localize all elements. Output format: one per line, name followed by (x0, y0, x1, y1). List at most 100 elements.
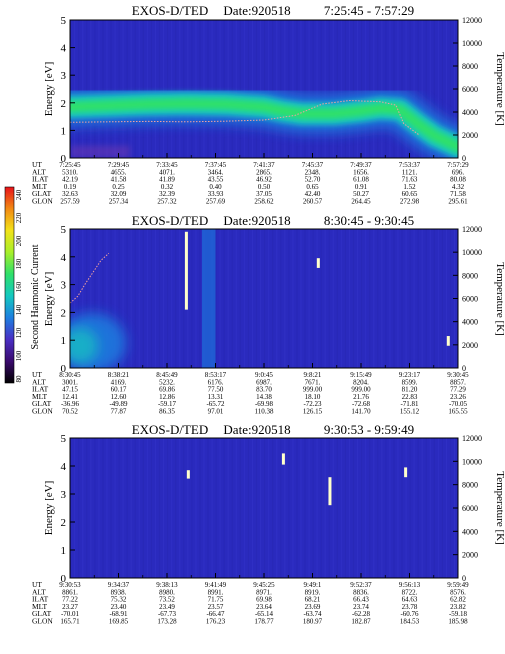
table-cell: 0.32 (161, 183, 174, 191)
texture-streak (158, 229, 161, 368)
y-right-tick-label: 10000 (462, 248, 482, 257)
texture-streak (361, 229, 363, 368)
texture-streak (239, 229, 241, 368)
texture-streak (409, 229, 411, 368)
texture-streak (369, 438, 371, 578)
texture-streak (102, 229, 104, 368)
row-label: GLON (32, 617, 53, 626)
texture-streak (292, 438, 294, 578)
texture-streak (385, 438, 387, 578)
table-cell: 8722. (402, 588, 418, 596)
texture-streak (437, 438, 439, 578)
table-cell: 295.61 (448, 198, 468, 206)
table-cell: -59.17 (158, 400, 177, 408)
table-cell: 257.69 (206, 198, 226, 206)
texture-streak (425, 229, 427, 368)
texture-streak (393, 438, 395, 578)
table-cell: 7:41:37 (253, 161, 275, 169)
table-cell: 60.17 (111, 386, 127, 394)
texture-streak (328, 438, 330, 578)
panel-3-date: Date:920518 (223, 422, 290, 437)
colorbar-scale (4, 186, 15, 384)
y-right-tick-label: 0 (462, 154, 466, 163)
panel-2-time-range: 8:30:45 - 9:30:45 (324, 213, 414, 228)
table-cell: 69.86 (159, 386, 175, 394)
texture-streak (373, 20, 375, 158)
texture-streak (389, 438, 391, 578)
texture-streak (421, 438, 423, 578)
texture-streak (199, 229, 201, 368)
table-cell: 23.69 (305, 603, 321, 611)
texture-streak (227, 438, 229, 578)
texture-streak (340, 438, 342, 578)
texture-streak (223, 438, 225, 578)
texture-streak (413, 229, 415, 368)
texture-streak (130, 229, 132, 368)
panel-2-ylabel-right: Temperature [K] (494, 262, 505, 335)
spectrogram-background (70, 229, 458, 368)
table-cell: 9:49:1 (304, 581, 322, 589)
texture-streak (94, 229, 96, 368)
texture-streak (191, 229, 193, 368)
row-label: ILAT (32, 595, 49, 604)
y-right-tick-label: 2000 (462, 131, 478, 140)
texture-streak (284, 20, 286, 158)
texture-streak (195, 438, 197, 578)
temperature-trace (70, 99, 420, 136)
table-cell: 5232. (159, 378, 175, 386)
table-cell: 23.27 (62, 603, 78, 611)
table-cell: 257.34 (109, 198, 129, 206)
table-cell: 184.53 (400, 618, 420, 626)
texture-streak (247, 229, 250, 368)
colorbar-ticks: 80 100 120 140 160 180 200 220 240 (15, 189, 23, 382)
texture-streak (215, 438, 217, 578)
table-cell: 12.60 (111, 393, 127, 401)
table-cell: -59.18 (449, 610, 468, 618)
low-energy-patch (70, 145, 130, 158)
texture-streak (102, 438, 104, 578)
table-cell: 8980. (159, 588, 175, 596)
texture-streak (78, 438, 80, 578)
y-right-tick-label: 6000 (462, 85, 478, 94)
texture-streak (300, 229, 302, 368)
low-energy-blob-core (70, 327, 98, 364)
table-cell: 8861. (62, 588, 78, 596)
texture-streak (223, 229, 225, 368)
colorbar-tick-label: 140 (15, 304, 23, 315)
colorbar-tick-label: 180 (15, 258, 23, 269)
colorbar: 80 100 120 140 160 180 200 220 240 Second Harmon… (4, 186, 41, 384)
table-cell: 83.70 (256, 386, 272, 394)
table-cell: 1.52 (403, 183, 416, 191)
row-label: MLT (32, 182, 48, 191)
texture-streak (296, 438, 298, 578)
texture-streak (146, 229, 148, 368)
texture-streak (328, 20, 330, 158)
y-tick-label: 5 (61, 15, 67, 27)
texture-streak (316, 438, 318, 578)
texture-streak (167, 229, 169, 368)
texture-streak (219, 438, 221, 578)
texture-streak (251, 438, 254, 578)
row-label: ALT (32, 587, 46, 596)
texture-streak (348, 20, 351, 158)
table-cell: 0.91 (355, 183, 368, 191)
table-cell: 61.08 (353, 176, 369, 184)
texture-streak (308, 229, 310, 368)
table-cell: 50.27 (353, 190, 369, 198)
table-cell: -60.76 (400, 610, 419, 618)
texture-streak (405, 20, 407, 158)
texture-streak (138, 438, 140, 578)
y-right-tick-label: 8000 (462, 271, 478, 280)
table-cell: 23.57 (208, 603, 224, 611)
texture-streak (361, 20, 363, 158)
texture-streak (381, 438, 383, 578)
table-cell: 42.19 (62, 176, 78, 184)
y-right-tick-label: 6000 (462, 295, 478, 304)
table-cell: -65.72 (206, 400, 225, 408)
texture-streak (82, 438, 84, 578)
row-label: ALT (32, 167, 46, 176)
texture-streak (288, 229, 290, 368)
panel-2: EXOS-D/TED Date:920518 8:30:45 - 9:30:45… (32, 213, 505, 416)
panel-3-time-range: 9:30:53 - 9:59:49 (324, 422, 414, 437)
table-cell: 9:45:25 (253, 581, 275, 589)
